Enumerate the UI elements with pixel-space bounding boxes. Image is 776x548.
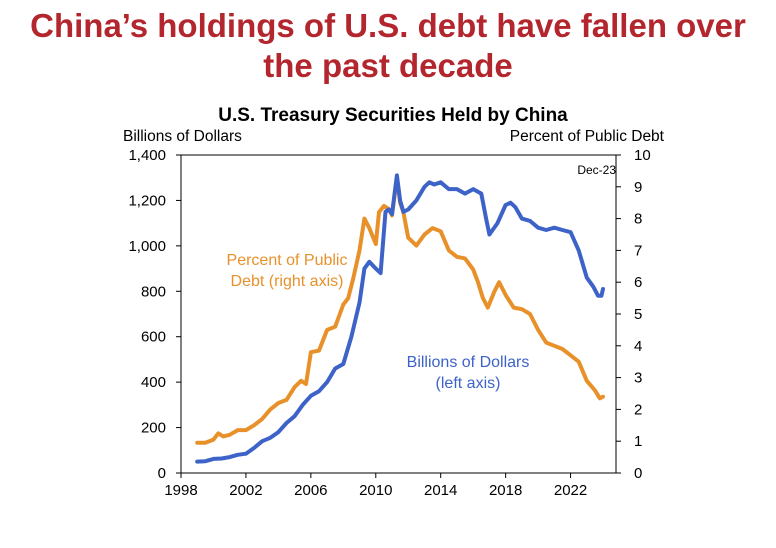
- chart-title: U.S. Treasury Securities Held by China: [218, 105, 568, 126]
- left-tick-label: 1,000: [128, 238, 166, 255]
- x-tick-label: 1998: [164, 482, 197, 499]
- axes: 1998 2002 2006 2010 2014 2018 2022020040060080…: [128, 147, 650, 499]
- right-tick-label: 10: [634, 147, 651, 164]
- left-tick-label: 1,200: [128, 192, 166, 209]
- right-tick-label: 7: [634, 242, 642, 259]
- right-axis-title: Percent of Public Debt: [510, 128, 665, 145]
- x-tick-label: 2022: [554, 482, 587, 499]
- right-tick-label: 0: [634, 465, 642, 482]
- x-tick-label: 2010: [359, 482, 392, 499]
- x-tick-label: 2006: [294, 482, 327, 499]
- headline-line1: China’s holdings of U.S. debt have falle…: [30, 7, 746, 44]
- x-tick-label: 2002: [229, 482, 262, 499]
- left-tick-label: 200: [141, 420, 166, 437]
- headline: China’s holdings of U.S. debt have falle…: [0, 6, 776, 86]
- blue-annotation-line1: Billions of Dollars: [407, 354, 530, 371]
- right-tick-label: 1: [634, 433, 642, 450]
- left-tick-label: 600: [141, 329, 166, 346]
- date-stamp: Dec-23: [577, 163, 616, 177]
- left-tick-label: 400: [141, 374, 166, 391]
- orange-annotation-line2: Debt (right axis): [231, 273, 344, 290]
- right-tick-label: 9: [634, 179, 642, 196]
- billions-of-dollars-line: [195, 173, 605, 464]
- series-lines: [195, 173, 605, 464]
- right-tick-label: 8: [634, 211, 642, 228]
- right-tick-label: 2: [634, 401, 642, 418]
- x-tick-label: 2018: [489, 482, 522, 499]
- percent-of-public-debt-line: [195, 175, 605, 445]
- left-tick-label: 1,400: [128, 147, 166, 164]
- right-tick-label: 3: [634, 370, 642, 387]
- orange-annotation-line1: Percent of Public: [227, 252, 348, 269]
- right-tick-label: 5: [634, 306, 642, 323]
- left-tick-label: 800: [141, 283, 166, 300]
- left-axis-title: Billions of Dollars: [123, 128, 242, 145]
- right-tick-label: 4: [634, 338, 642, 355]
- left-tick-label: 0: [158, 465, 166, 482]
- blue-annotation-line2: (left axis): [436, 375, 501, 392]
- right-tick-label: 6: [634, 274, 642, 291]
- headline-line2: the past decade: [263, 47, 513, 84]
- x-tick-label: 2014: [424, 482, 457, 499]
